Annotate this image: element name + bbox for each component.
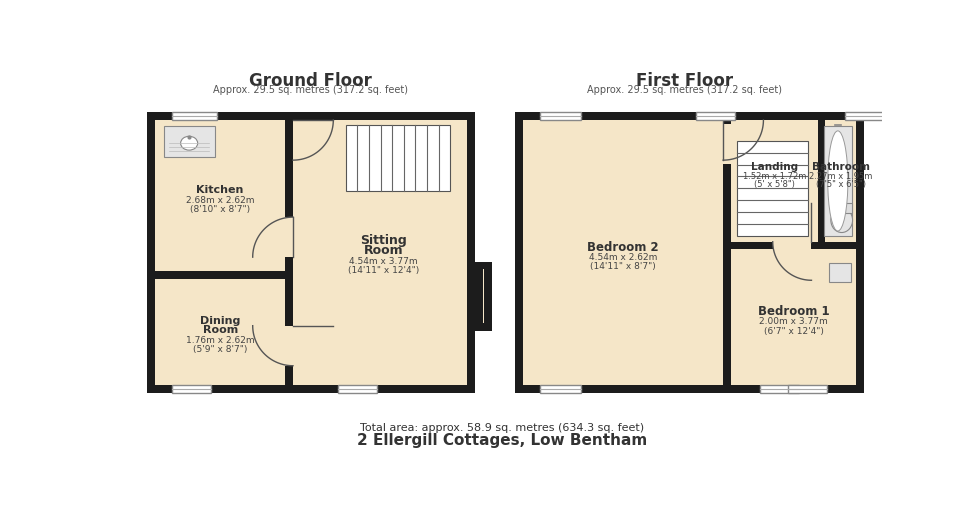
Bar bbox=[817, 120, 825, 249]
Text: 4.54m x 2.62m: 4.54m x 2.62m bbox=[589, 252, 658, 261]
Bar bbox=[824, 126, 852, 236]
Text: 1.52m x 1.72m: 1.52m x 1.72m bbox=[743, 172, 806, 181]
Text: (5' x 5'8"): (5' x 5'8") bbox=[754, 180, 795, 189]
Bar bbox=[475, 262, 492, 331]
Bar bbox=[172, 113, 217, 120]
Ellipse shape bbox=[831, 208, 853, 232]
Text: 2.68m x 2.62m: 2.68m x 2.62m bbox=[186, 196, 255, 205]
Text: Landing: Landing bbox=[751, 162, 798, 172]
Bar bbox=[540, 385, 580, 393]
Text: Bedroom 2: Bedroom 2 bbox=[587, 241, 659, 254]
Text: Room: Room bbox=[203, 325, 238, 335]
Text: Dining: Dining bbox=[200, 316, 240, 326]
Text: Total area: approx. 58.9 sq. metres (634.3 sq. feet): Total area: approx. 58.9 sq. metres (634… bbox=[361, 423, 644, 433]
Bar bbox=[737, 141, 808, 236]
Text: (6'7" x 12'4"): (6'7" x 12'4") bbox=[763, 327, 823, 336]
Bar bbox=[483, 269, 484, 323]
Bar bbox=[155, 271, 285, 279]
Text: Ground Floor: Ground Floor bbox=[249, 72, 371, 90]
Bar bbox=[155, 120, 467, 385]
Text: Room: Room bbox=[364, 245, 404, 258]
Text: (5'9" x 8'7"): (5'9" x 8'7") bbox=[193, 345, 247, 354]
Text: 1.76m x 2.62m: 1.76m x 2.62m bbox=[186, 336, 255, 345]
Text: Approx. 29.5 sq. metres (317.2 sq. feet): Approx. 29.5 sq. metres (317.2 sq. feet) bbox=[213, 85, 408, 95]
Bar bbox=[540, 113, 580, 120]
Bar bbox=[760, 385, 799, 393]
Bar bbox=[285, 217, 293, 257]
Text: Kitchen: Kitchen bbox=[196, 185, 244, 195]
Bar bbox=[147, 113, 475, 393]
Bar bbox=[723, 124, 731, 164]
Ellipse shape bbox=[180, 136, 198, 150]
Bar bbox=[696, 113, 735, 120]
Text: 2.00m x 3.77m: 2.00m x 3.77m bbox=[760, 317, 828, 326]
Text: 2.27m x 1.95m: 2.27m x 1.95m bbox=[809, 172, 872, 181]
Bar bbox=[346, 126, 451, 191]
Text: Bedroom 1: Bedroom 1 bbox=[758, 305, 829, 318]
Bar bbox=[772, 242, 811, 249]
Bar bbox=[832, 203, 852, 213]
Bar bbox=[172, 385, 211, 393]
Bar bbox=[165, 126, 215, 157]
Text: Bathroom: Bathroom bbox=[811, 162, 870, 172]
Text: (8'10" x 8'7"): (8'10" x 8'7") bbox=[190, 205, 250, 214]
Text: (14'11" x 8'7"): (14'11" x 8'7") bbox=[590, 262, 656, 271]
Text: 2 Ellergill Cottages, Low Bentham: 2 Ellergill Cottages, Low Bentham bbox=[357, 433, 648, 448]
Bar bbox=[829, 264, 851, 282]
Text: Approx. 29.5 sq. metres (317.2 sq. feet): Approx. 29.5 sq. metres (317.2 sq. feet) bbox=[587, 85, 782, 95]
Bar bbox=[723, 120, 731, 385]
Bar bbox=[285, 120, 293, 385]
Text: (14'11" x 12'4"): (14'11" x 12'4") bbox=[348, 266, 419, 275]
Bar bbox=[285, 326, 293, 366]
Text: Sitting: Sitting bbox=[361, 235, 407, 248]
Bar bbox=[788, 385, 827, 393]
Text: First Floor: First Floor bbox=[636, 72, 733, 90]
Text: (7'5" x 6'5"): (7'5" x 6'5") bbox=[816, 180, 866, 189]
Bar bbox=[845, 113, 884, 120]
Ellipse shape bbox=[828, 131, 848, 231]
Bar bbox=[338, 385, 376, 393]
Bar bbox=[731, 242, 857, 249]
Bar bbox=[523, 120, 857, 385]
Bar bbox=[515, 113, 864, 393]
Text: 4.54m x 3.77m: 4.54m x 3.77m bbox=[349, 257, 418, 266]
